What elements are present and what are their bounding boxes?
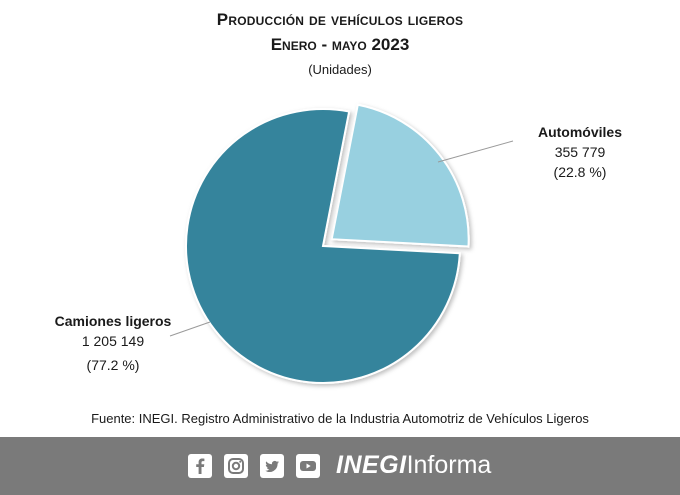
brand-logo: INEGIInforma	[336, 450, 491, 480]
source-note: Fuente: INEGI. Registro Administrativo d…	[91, 411, 589, 426]
label-automoviles-name: Automóviles	[537, 124, 622, 140]
chart-subtitle: Enero - mayo 2023	[270, 35, 410, 54]
twitter-icon[interactable]	[260, 454, 284, 478]
label-automoviles-value: 355 779	[554, 144, 606, 160]
pie-slice-camiones-ligeros	[185, 108, 461, 384]
instagram-icon[interactable]	[224, 454, 248, 478]
label-camiones-name: Camiones ligeros	[54, 313, 172, 329]
leader-line-automoviles	[437, 140, 514, 163]
pie-chart	[169, 103, 514, 384]
label-camiones-percent: (77.2 %)	[86, 357, 140, 373]
label-automoviles-percent: (22.8 %)	[553, 164, 607, 180]
chart-unit-label: (Unidades)	[308, 62, 372, 77]
footer-bar: INEGIInforma	[0, 437, 680, 495]
label-camiones-ligeros: Camiones ligeros 1 205 149 (77.2 %)	[38, 311, 188, 375]
facebook-icon[interactable]	[188, 454, 212, 478]
social-icons	[188, 454, 320, 478]
leader-line-camiones	[169, 321, 211, 337]
label-camiones-value: 1 205 149	[81, 333, 145, 349]
label-automoviles: Automóviles 355 779 (22.8 %)	[520, 122, 640, 182]
chart-title: Producción de vehículos ligeros	[216, 10, 464, 29]
brand-informa: Informa	[406, 451, 492, 479]
brand-inegi: INEGI	[336, 451, 407, 479]
youtube-icon[interactable]	[296, 454, 320, 478]
pie-slice-automoviles	[330, 103, 470, 248]
